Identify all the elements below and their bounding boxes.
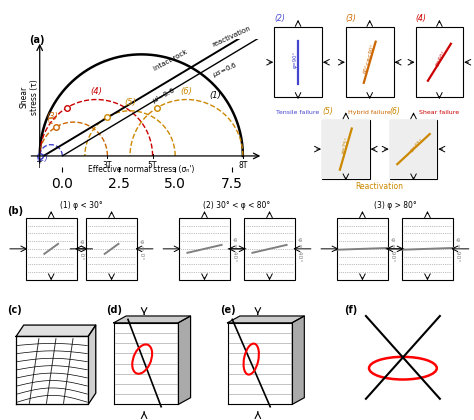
- Text: φ=75°: φ=75°: [340, 136, 350, 154]
- Text: reactivation: reactivation: [211, 25, 252, 47]
- Polygon shape: [178, 316, 191, 404]
- Text: φ=60°: φ=60°: [434, 50, 447, 67]
- Text: 60°<φ<90°: 60°<φ<90°: [363, 43, 375, 74]
- Bar: [390, 120, 438, 178]
- Text: φ=90°: φ=90°: [293, 50, 298, 68]
- Text: 5T: 5T: [148, 161, 157, 170]
- Bar: [244, 218, 295, 280]
- Text: (5): (5): [124, 98, 136, 108]
- Text: φ = 90°: φ = 90°: [390, 236, 395, 261]
- Text: (c): (c): [7, 304, 21, 315]
- Text: φ = 40°: φ = 40°: [232, 236, 237, 261]
- Text: 8T: 8T: [238, 161, 247, 170]
- Text: (3): (3): [47, 112, 59, 121]
- Text: (e): (e): [220, 304, 236, 315]
- Text: (2): (2): [36, 154, 48, 163]
- Text: T: T: [37, 161, 42, 170]
- Polygon shape: [228, 316, 304, 323]
- Text: Effective normal stress (σₙ'): Effective normal stress (σₙ'): [88, 165, 194, 174]
- Text: Shear
stress (τ): Shear stress (τ): [20, 79, 39, 115]
- Bar: [86, 218, 137, 280]
- Text: Tensile failure: Tensile failure: [276, 110, 319, 116]
- Bar: [346, 27, 393, 97]
- Text: φ = 0°: φ = 0°: [79, 239, 84, 259]
- Text: (5): (5): [322, 107, 333, 116]
- Text: $\mu s$=0.6: $\mu s$=0.6: [210, 60, 239, 80]
- Text: (2) 30° < φ < 80°: (2) 30° < φ < 80°: [203, 201, 271, 210]
- Bar: [322, 120, 370, 178]
- Bar: [402, 218, 453, 280]
- Polygon shape: [16, 325, 96, 336]
- Text: (3) φ > 80°: (3) φ > 80°: [374, 201, 416, 210]
- Bar: [390, 120, 438, 178]
- Polygon shape: [88, 325, 96, 404]
- Text: φ=45°: φ=45°: [409, 137, 424, 153]
- Text: Shear failure: Shear failure: [419, 110, 459, 116]
- Text: 3T: 3T: [103, 161, 112, 170]
- Text: Reactivation: Reactivation: [356, 182, 404, 192]
- Polygon shape: [114, 316, 191, 323]
- Text: (4): (4): [90, 87, 102, 96]
- Bar: [179, 218, 230, 280]
- Text: intact rock: intact rock: [153, 49, 189, 72]
- Bar: [416, 27, 463, 97]
- Polygon shape: [228, 323, 292, 404]
- Bar: [26, 218, 77, 280]
- Text: (1) φ < 30°: (1) φ < 30°: [60, 201, 103, 210]
- Text: (3): (3): [346, 14, 357, 24]
- Text: (b): (b): [7, 206, 23, 216]
- Text: C: C: [47, 117, 53, 126]
- Text: (a): (a): [29, 35, 45, 45]
- Text: (6): (6): [181, 87, 192, 96]
- Text: Hybrid failure: Hybrid failure: [348, 110, 391, 116]
- Text: φ = 40°: φ = 40°: [297, 236, 302, 261]
- Polygon shape: [292, 316, 304, 404]
- Text: (1): (1): [210, 91, 222, 100]
- Bar: [337, 218, 388, 280]
- Text: (2): (2): [274, 14, 285, 24]
- Polygon shape: [114, 323, 178, 404]
- Text: $\mu i$=0.6: $\mu i$=0.6: [150, 85, 177, 105]
- Text: φ = 0°: φ = 0°: [139, 239, 145, 259]
- Text: (6): (6): [390, 107, 401, 116]
- Text: (4): (4): [416, 14, 427, 24]
- Text: φ = 90°: φ = 90°: [456, 236, 460, 261]
- Text: (f): (f): [344, 304, 357, 315]
- Text: (d): (d): [106, 304, 122, 315]
- Bar: [322, 120, 370, 178]
- Bar: [274, 27, 322, 97]
